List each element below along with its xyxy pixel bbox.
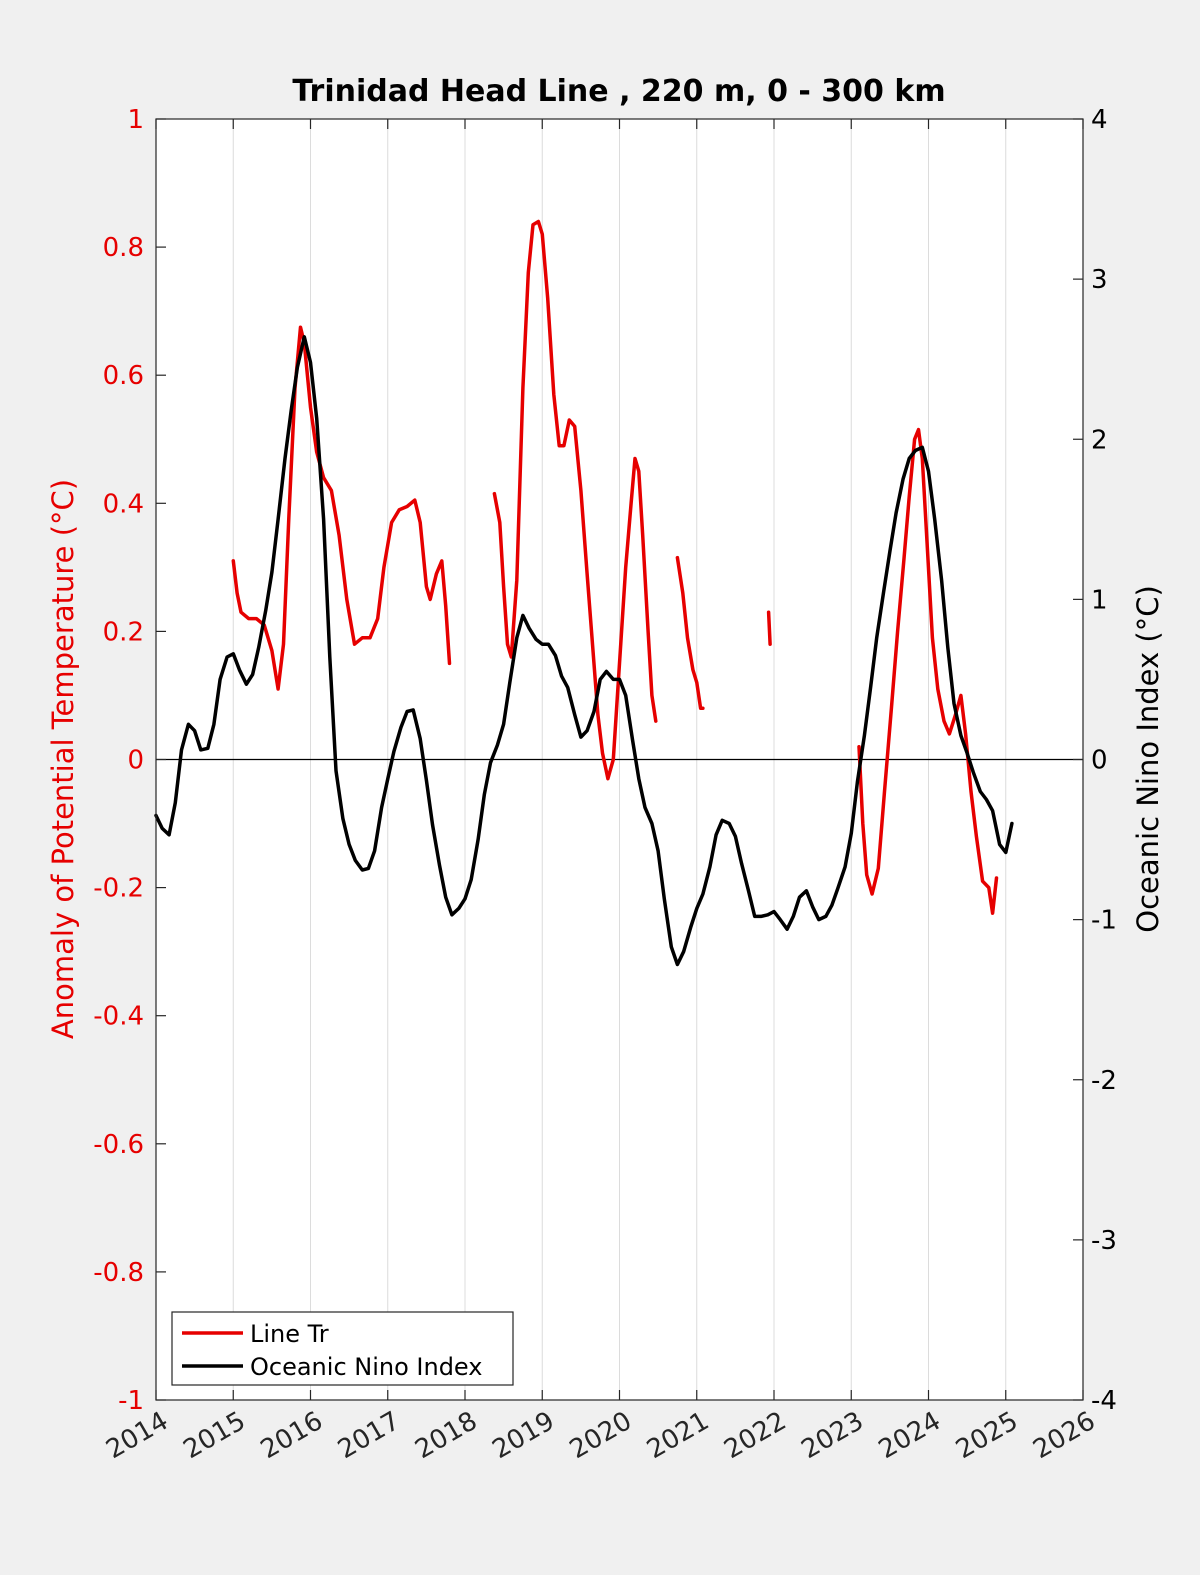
y-left-tick-label: -0.4 bbox=[93, 1002, 144, 1032]
y-right-tick-label: -3 bbox=[1091, 1226, 1117, 1256]
y-right-tick-label: 0 bbox=[1091, 746, 1108, 776]
series-line-oceanic-nino-index-segment-0 bbox=[154, 335, 1014, 967]
legend: Line Tr Oceanic Nino Index bbox=[171, 1311, 514, 1386]
series-line-line-tr-segment-4 bbox=[857, 427, 999, 915]
y-left-tick-label: 0.6 bbox=[103, 361, 144, 391]
y-left-tick-label: 0.2 bbox=[103, 617, 144, 647]
y-right-tick-label: 1 bbox=[1091, 585, 1108, 615]
y-right-tick-label: 4 bbox=[1091, 105, 1108, 135]
series-layer bbox=[154, 219, 1014, 967]
tick-marks bbox=[155, 118, 1084, 1401]
y-left-tick-labels: -1 -0.8 -0.6 -0.4 -0.2 0 0.2 0.4 0.6 0.8 1 bbox=[93, 105, 144, 1416]
y-right-tick-label: -4 bbox=[1091, 1386, 1117, 1416]
y-left-tick-label: 0.8 bbox=[103, 233, 144, 263]
y-axis-left-label: Anomaly of Potential Temperature (°C) bbox=[46, 479, 80, 1039]
y-left-tick-label: -0.2 bbox=[93, 874, 144, 904]
y-left-tick-label: -0.6 bbox=[93, 1130, 144, 1160]
y-right-tick-label: -2 bbox=[1091, 1066, 1117, 1096]
y-right-tick-label: -1 bbox=[1091, 906, 1117, 936]
y-left-tick-label: -0.8 bbox=[93, 1258, 144, 1288]
y-left-tick-label: -1 bbox=[118, 1386, 144, 1416]
series-line-line-tr-segment-1 bbox=[492, 219, 658, 781]
y-right-tick-label: 3 bbox=[1091, 265, 1108, 295]
y-left-tick-label: 0.4 bbox=[103, 489, 144, 519]
series-line-line-tr-segment-2 bbox=[675, 555, 705, 711]
series-line-line-tr-segment-0 bbox=[231, 325, 452, 691]
series-line-line-tr-segment-3 bbox=[766, 610, 772, 646]
legend-label-line-tr: Line Tr bbox=[250, 1320, 329, 1348]
y-left-tick-label: 0 bbox=[127, 746, 144, 776]
legend-label-oni: Oceanic Nino Index bbox=[250, 1353, 482, 1381]
y-left-tick-label: 1 bbox=[127, 105, 144, 135]
y-right-tick-label: 2 bbox=[1091, 425, 1108, 455]
y-right-tick-labels: -4 -3 -2 -1 0 1 2 3 4 bbox=[1091, 105, 1117, 1416]
legend-box bbox=[171, 1311, 514, 1386]
y-axis-right-label: Oceanic Nino Index (°C) bbox=[1131, 585, 1165, 933]
chart-title: Trinidad Head Line , 220 m, 0 - 300 km bbox=[292, 74, 945, 109]
